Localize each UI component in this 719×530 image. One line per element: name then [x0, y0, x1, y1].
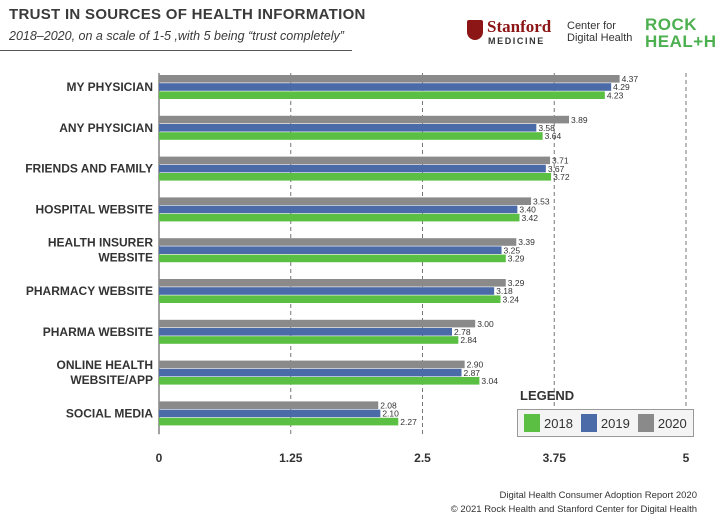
legend-label-2020: 2020 [657, 415, 687, 431]
stanford-shield-icon [467, 20, 483, 40]
bar-2019 [159, 287, 495, 295]
category-label: HOSPITAL WEBSITE [35, 202, 153, 216]
x-tick-label: 2.5 [414, 451, 431, 465]
data-label: 2.08 [380, 400, 397, 410]
bar-2019 [159, 328, 453, 336]
category-label: WEBSITE [98, 251, 153, 265]
bar-2019 [159, 124, 537, 132]
legend-item-2018: 2018 [524, 414, 573, 432]
bar-2018 [159, 213, 520, 222]
category-label: SOCIAL MEDIA [66, 406, 153, 420]
data-label: 4.37 [622, 74, 639, 84]
category-label: ONLINE HEALTH [57, 358, 153, 372]
bar-2019 [159, 83, 612, 91]
bar-2018 [159, 336, 459, 344]
bar-2018 [159, 173, 552, 181]
data-label: 3.89 [571, 115, 588, 125]
data-label: 3.67 [548, 164, 565, 174]
title-divider [0, 50, 352, 51]
bar-2020 [159, 156, 551, 165]
data-label: 3.40 [519, 205, 536, 215]
category-label: ANY PHYSICIAN [59, 121, 153, 135]
category-label: HEALTH INSURER [48, 236, 153, 250]
data-label: 2.27 [400, 417, 417, 427]
data-label: 3.71 [552, 156, 569, 166]
bar-2019 [159, 368, 462, 377]
x-tick-label: 3.75 [543, 451, 567, 465]
center-logo-line1: Center for [567, 20, 616, 32]
bar-2020 [159, 115, 570, 124]
footer: Digital Health Consumer Adoption Report … [451, 489, 697, 517]
bar-2018 [159, 417, 399, 426]
data-label: 3.04 [481, 376, 498, 386]
data-label: 3.53 [533, 196, 550, 206]
bar-2020 [159, 401, 379, 409]
data-label: 3.25 [504, 245, 521, 255]
legend-item-2020: 2020 [637, 414, 687, 432]
chart-subtitle: 2018–2020, on a scale of 1-5 ,with 5 bei… [9, 29, 344, 43]
legend-label-2018: 2018 [544, 415, 573, 431]
data-label: 2.78 [454, 327, 471, 337]
legend-title: LEGEND [520, 388, 575, 403]
category-label: PHARMACY WEBSITE [26, 284, 153, 298]
data-label: 3.72 [553, 172, 570, 182]
bar-2019 [159, 409, 381, 418]
data-label: 3.29 [508, 278, 525, 288]
footer-report: Digital Health Consumer Adoption Report … [499, 490, 697, 501]
bar-2020 [159, 360, 465, 369]
center-digital-health-logo: Center for Digital Health [567, 20, 632, 44]
stanford-logo-word: Stanford [487, 17, 552, 36]
data-label: 3.64 [545, 131, 562, 141]
bar-2020 [159, 279, 506, 287]
data-label: 2.84 [460, 335, 477, 345]
stanford-logo-sub: MEDICINE [488, 36, 545, 46]
rock-logo-line1: ROCK [645, 15, 698, 34]
x-tick-label: 5 [683, 451, 690, 465]
center-logo-line2: Digital Health [567, 32, 633, 44]
footer-copyright: © 2021 Rock Health and Stanford Center f… [450, 504, 697, 515]
data-label: 4.29 [613, 82, 630, 92]
data-label: 2.90 [467, 360, 484, 370]
data-label: 3.00 [477, 319, 494, 329]
bar-2018 [159, 132, 543, 140]
data-label: 4.23 [607, 90, 624, 100]
bar-chart: 4.374.294.23 MY PHYSICIAN 3.89 3.583.64 ANY … [25, 73, 690, 465]
legend-swatch-2019 [580, 414, 597, 432]
category-label: PHARMA WEBSITE [43, 325, 153, 339]
bar-2019 [159, 205, 518, 214]
legend-item-2019: 2019 [580, 414, 630, 432]
category-label: MY PHYSICIAN [67, 80, 153, 94]
data-label: 2.10 [382, 409, 399, 419]
bar-2018 [159, 295, 501, 303]
rock-logo-line2: HEAL+H [645, 32, 717, 51]
bar-2020 [159, 197, 532, 205]
legend-swatch-2018 [524, 414, 540, 432]
bar-2018 [159, 377, 480, 385]
legend: LEGEND 2018 2019 2020 [517, 388, 694, 437]
category-label: FRIENDS AND FAMILY [25, 162, 153, 176]
x-tick-label: 0 [156, 451, 163, 465]
bar-2020 [159, 75, 620, 83]
bar-2019 [159, 164, 546, 173]
bar-2018 [159, 91, 605, 99]
data-label: 3.42 [521, 213, 538, 223]
bar-2020 [159, 319, 476, 328]
rock-health-logo: ROCK HEAL+H [645, 16, 716, 50]
x-tick-label: 1.25 [279, 451, 303, 465]
bar-2020 [159, 238, 517, 246]
data-label: 2.87 [463, 368, 480, 378]
data-label: 3.39 [518, 237, 535, 247]
data-label: 3.58 [538, 123, 555, 133]
data-label: 3.24 [502, 294, 519, 304]
legend-swatch-2020 [637, 414, 654, 432]
chart-title: TRUST IN SOURCES OF HEALTH INFORMATION [9, 6, 366, 23]
data-label: 3.18 [496, 286, 513, 296]
legend-box: 2018 2019 2020 [517, 409, 694, 437]
category-label: WEBSITE/APP [70, 373, 153, 387]
bar-2019 [159, 246, 502, 254]
logo-bar: Stanford MEDICINE Center for Digital Hea… [467, 14, 716, 54]
legend-label-2019: 2019 [600, 415, 630, 431]
data-label: 3.29 [508, 254, 525, 264]
bar-2018 [159, 254, 506, 263]
